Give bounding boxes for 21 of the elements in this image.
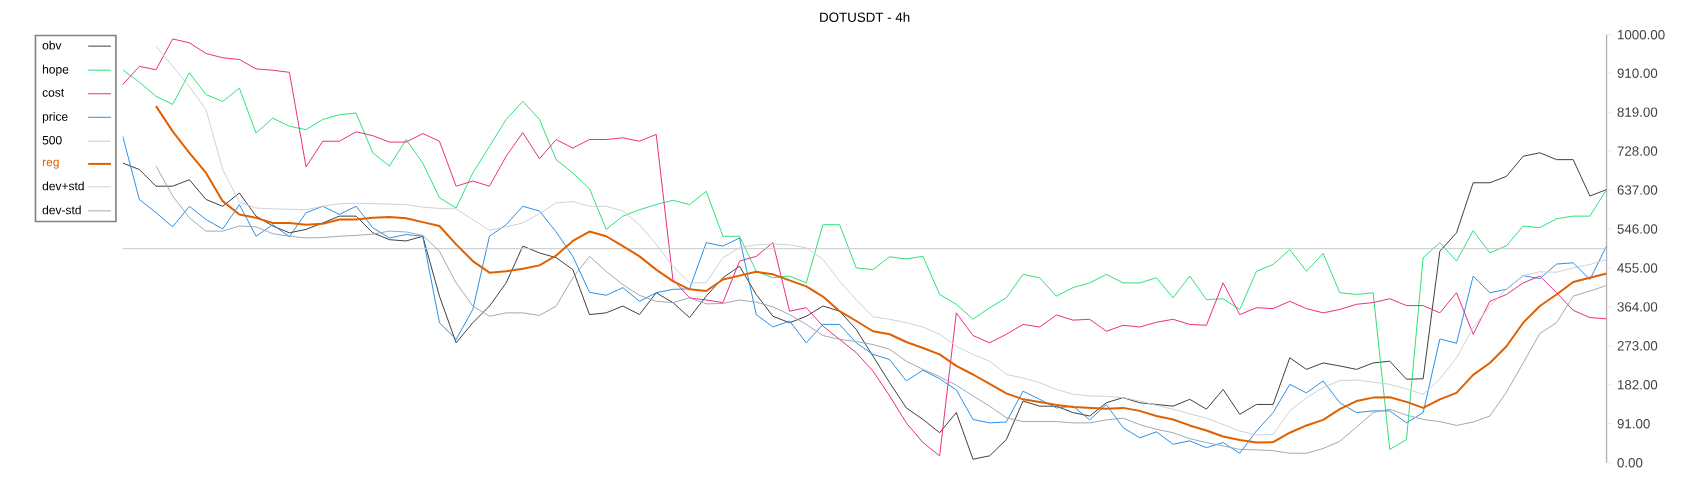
y-tick-label: 364.00	[1617, 302, 1658, 312]
y-tick-label: 273.00	[1617, 341, 1658, 351]
legend-label: cost	[42, 88, 65, 97]
y-tick-label: 637.00	[1617, 185, 1658, 195]
legend-label: hope	[42, 64, 69, 77]
text: reg	[42, 159, 59, 169]
legend-label: obv	[42, 40, 62, 50]
legend-label: 500	[42, 135, 62, 145]
y-tick-label: 546.00	[1617, 224, 1658, 234]
legend-label: price	[42, 111, 68, 124]
y-tick-label: 182.00	[1617, 380, 1658, 390]
chart-title: DOTUSDT - 4h	[820, 12, 910, 22]
y-tick-label: 910.00	[1617, 68, 1658, 78]
y-tick-label: 728.00	[1617, 146, 1658, 156]
y-tick-label: 1000.00	[1617, 29, 1665, 40]
y-tick-label: 455.00	[1617, 263, 1658, 273]
legend-label: dev-std	[42, 205, 81, 215]
y-tick-label: 91.00	[1617, 419, 1650, 429]
legend-label: dev+std	[42, 181, 84, 191]
y-tick-label: 0.00	[1617, 457, 1643, 468]
y-tick-label: 819.00	[1617, 107, 1658, 117]
